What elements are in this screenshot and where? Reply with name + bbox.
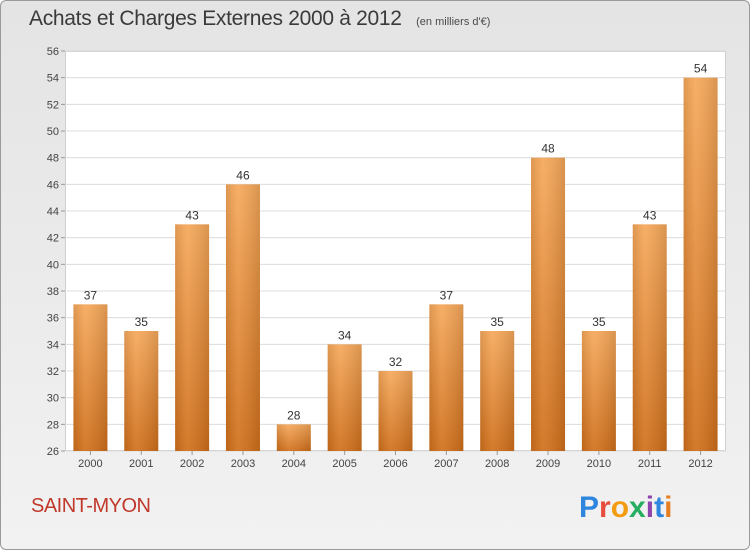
- data-label-2000: 37: [84, 288, 98, 302]
- x-tick-label: 2012: [688, 458, 712, 470]
- y-tick-label: 52: [47, 99, 59, 111]
- x-axis-ticks: 2000 2001 2002 2003 2004 2005 2006 2007 2008 2009…: [78, 451, 713, 470]
- data-label-2005: 34: [338, 328, 352, 342]
- bar-shade-2004: [276, 424, 311, 451]
- y-tick-label: 32: [47, 366, 59, 378]
- data-label-2009: 48: [541, 142, 555, 156]
- x-tick-label: 2000: [78, 458, 102, 470]
- bar-shade-2002: [175, 224, 210, 451]
- x-tick-label: 2011: [638, 458, 662, 470]
- bar-shade-2011: [632, 224, 667, 451]
- data-label-2012: 54: [694, 62, 708, 76]
- logo-letter: P: [579, 491, 600, 524]
- data-label-2006: 32: [389, 355, 403, 369]
- chart-title: Achats et Charges Externes 2000 à 2012: [29, 7, 402, 30]
- y-tick-label: 38: [47, 286, 59, 298]
- y-tick-label: 30: [47, 393, 59, 405]
- y-tick-label: 54: [47, 73, 59, 85]
- x-tick-label: 2002: [180, 458, 204, 470]
- data-label-2011: 43: [643, 208, 657, 222]
- data-label-2003: 46: [236, 168, 250, 182]
- chart-subtitle: (en milliers d'€): [416, 16, 491, 28]
- y-tick-label: 42: [47, 233, 59, 245]
- x-tick-label: 2009: [536, 458, 560, 470]
- x-tick-label: 2008: [485, 458, 509, 470]
- x-tick-label: 2003: [231, 458, 255, 470]
- x-tick-label: 2006: [383, 458, 407, 470]
- y-tick-label: 36: [47, 313, 59, 325]
- data-label-2001: 35: [135, 315, 149, 329]
- data-label-2002: 43: [185, 208, 199, 222]
- y-tick-label: 34: [47, 339, 59, 351]
- bar-shade-2001: [124, 331, 159, 451]
- bar-shade-2012: [683, 77, 718, 452]
- logo-letter: t: [654, 491, 665, 524]
- logo-letter: r: [599, 491, 611, 524]
- bar-shade-2009: [531, 157, 566, 451]
- x-tick-label: 2004: [282, 458, 306, 470]
- data-label-2004: 28: [287, 408, 301, 422]
- bar-shade-2000: [73, 304, 108, 451]
- bar-shade-2006: [378, 371, 413, 451]
- logo-letter: o: [610, 491, 630, 524]
- logo-letter: x: [629, 491, 646, 524]
- bar-shade-2008: [480, 331, 515, 451]
- data-label-2008: 35: [491, 315, 505, 329]
- y-tick-label: 48: [47, 153, 59, 165]
- y-tick-label: 46: [47, 179, 59, 191]
- data-labels: 37 35 43 46 28 34 32 37 35 48 35 43 54: [84, 62, 708, 423]
- x-tick-label: 2007: [434, 458, 458, 470]
- place-name: SAINT-MYON: [31, 495, 151, 517]
- y-tick-label: 40: [47, 259, 59, 271]
- bar-shade-2010: [581, 331, 616, 451]
- chart-title-block: Achats et Charges Externes 2000 à 2012 (…: [29, 7, 490, 31]
- bar-shade-2005: [327, 344, 362, 451]
- bar-shade-2003: [225, 184, 260, 452]
- bar-shade-2007: [429, 304, 464, 451]
- x-tick-label: 2001: [129, 458, 153, 470]
- proxiti-logo[interactable]: Proxiti: [579, 491, 672, 525]
- x-tick-label: 2010: [587, 458, 611, 470]
- y-tick-label: 50: [47, 126, 59, 138]
- logo-letter: i: [664, 491, 673, 524]
- x-tick-label: 2005: [332, 458, 356, 470]
- data-label-2007: 37: [440, 288, 454, 302]
- y-axis-ticks: 26 28 30 32 34 36 38 40 42 44 46 48 50 52 54 56: [47, 46, 65, 458]
- y-tick-label: 28: [47, 419, 59, 431]
- y-tick-label: 56: [47, 46, 59, 58]
- data-label-2010: 35: [592, 315, 606, 329]
- y-tick-label: 44: [47, 206, 59, 218]
- logo-letter: i: [645, 491, 655, 524]
- y-tick-label: 26: [47, 446, 59, 458]
- bars: [73, 77, 718, 452]
